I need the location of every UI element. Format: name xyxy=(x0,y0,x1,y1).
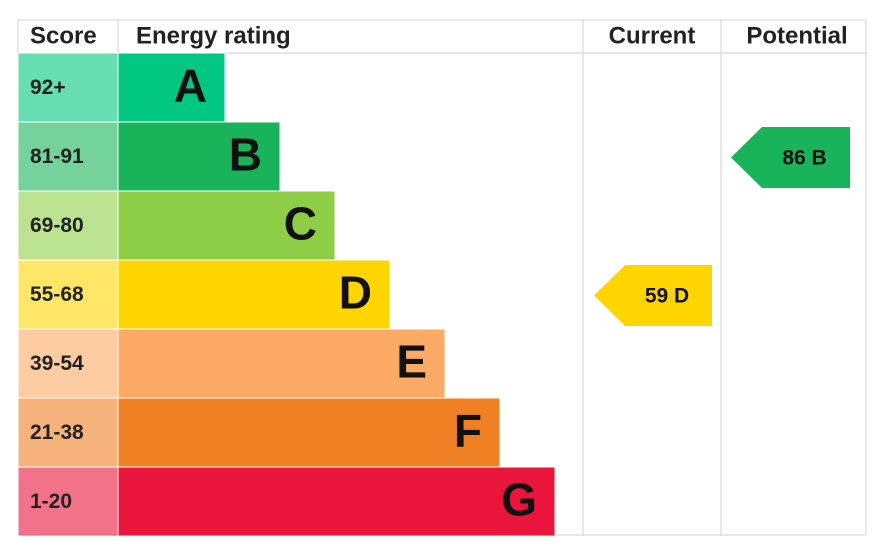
band-bar xyxy=(117,121,281,192)
header-energy: Energy rating xyxy=(136,22,291,49)
band-letter: E xyxy=(396,336,427,388)
band-bar xyxy=(117,190,336,261)
rating-pointer-label: 59 D xyxy=(645,284,689,307)
band-bar xyxy=(117,328,446,399)
band-letter: D xyxy=(339,267,372,319)
rating-arrow xyxy=(731,127,850,188)
score-cell xyxy=(17,121,119,192)
score-cell xyxy=(17,397,119,468)
band-bar xyxy=(117,259,391,330)
band-letter: B xyxy=(229,129,262,181)
band-bar xyxy=(117,52,226,123)
score-label: 92+ xyxy=(30,76,66,99)
band-letter: A xyxy=(174,60,207,112)
band-letter: G xyxy=(501,474,537,526)
pointer-score: 59 xyxy=(645,284,668,307)
band-bar xyxy=(117,466,556,537)
score-label: 1-20 xyxy=(30,490,72,513)
header-current: Current xyxy=(609,22,696,49)
score-label: 55-68 xyxy=(30,283,84,306)
score-cell xyxy=(17,190,119,261)
header-score: Score xyxy=(30,22,97,49)
band-letter: C xyxy=(284,198,317,250)
rating-pointer-label: 86 B xyxy=(782,146,826,169)
score-label: 39-54 xyxy=(30,352,84,375)
pointer-rating: B xyxy=(812,146,827,169)
score-label: 69-80 xyxy=(30,214,84,237)
score-cell xyxy=(17,328,119,399)
band-letter: F xyxy=(454,405,482,457)
pointer-rating: D xyxy=(674,284,689,307)
pointer-score: 86 xyxy=(782,146,805,169)
score-label: 21-38 xyxy=(30,421,84,444)
score-cell xyxy=(17,466,119,537)
rating-arrow xyxy=(594,265,712,326)
header-potential: Potential xyxy=(746,22,847,49)
band-bar xyxy=(117,397,501,468)
score-label: 81-91 xyxy=(30,145,84,168)
